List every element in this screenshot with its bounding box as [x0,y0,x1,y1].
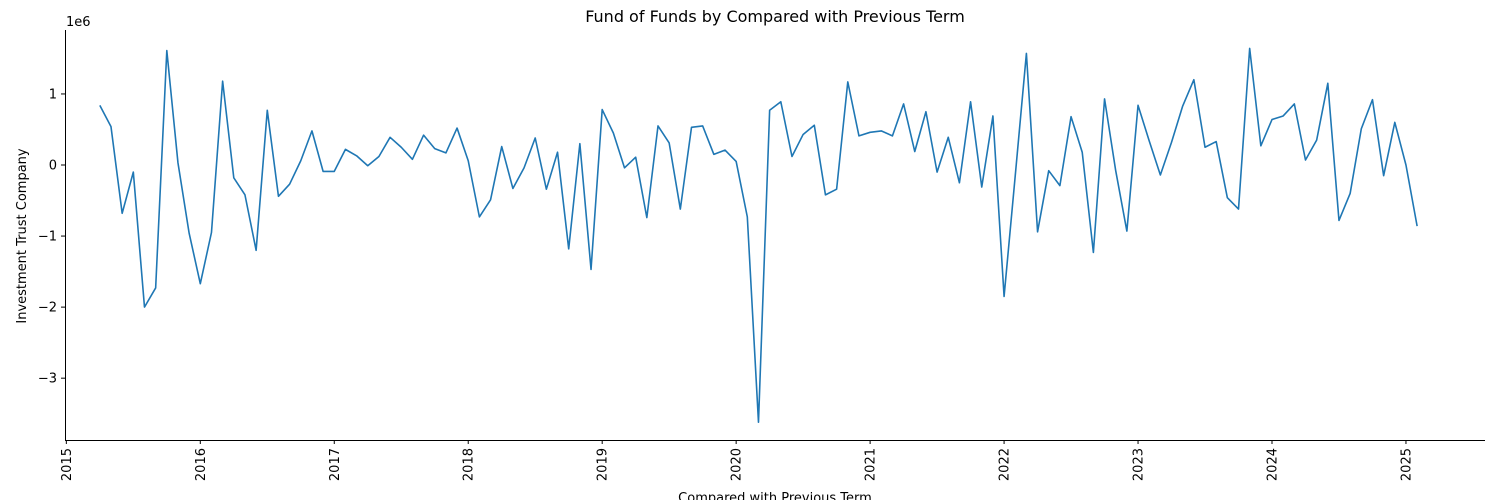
x-tick-label: 2019 [596,448,611,481]
chart-title: Fund of Funds by Compared with Previous … [585,7,965,26]
x-tick-label: 2021 [864,448,879,481]
y-tick-label: 0 [49,159,57,174]
y-tick-label: −1 [38,230,57,245]
x-tick-label: 2020 [730,448,745,481]
y-tick-label: −2 [38,301,57,316]
y-tick-label: −3 [38,372,57,387]
y-scale-label: 1e6 [66,15,91,30]
x-tick-label: 2015 [60,448,75,481]
x-tick-label: 2024 [1266,448,1281,481]
y-axis-ticks: 1 0 −1 −2 −3 [38,87,65,387]
x-axis-label: Compared with Previous Term [678,491,872,500]
x-tick-label: 2022 [998,448,1013,481]
x-tick-label: 2018 [462,448,477,481]
y-tick-label: 1 [49,87,57,102]
y-axis-label: Investment Trust Company [15,148,30,324]
x-tick-label: 2025 [1399,448,1414,481]
x-tick-label: 2016 [194,448,209,481]
x-axis-ticks: 2015 2016 2017 2018 2019 2020 2021 2022 2023 2024… [60,440,1414,481]
x-tick-label: 2017 [328,448,343,481]
series-line [99,47,1418,424]
x-tick-label: 2023 [1132,448,1147,481]
